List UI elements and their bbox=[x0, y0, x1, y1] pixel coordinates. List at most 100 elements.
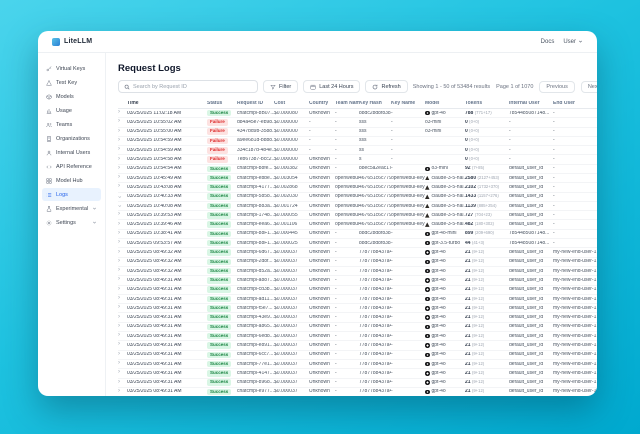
cell-request-id[interactable]: chatcmpl-e891... bbox=[237, 342, 274, 348]
row-expander-icon[interactable]: › bbox=[118, 230, 120, 236]
row-expander-icon[interactable]: › bbox=[118, 249, 120, 255]
row-expander-icon[interactable]: › bbox=[118, 286, 120, 292]
row-expander-icon[interactable]: › bbox=[118, 184, 120, 190]
cell-request-id[interactable]: 4347bd9b-3588... bbox=[237, 129, 274, 135]
row-expander-icon[interactable]: › bbox=[118, 240, 120, 246]
sidebar-item-logs[interactable]: Logs bbox=[42, 188, 101, 201]
row-expander-icon[interactable]: › bbox=[118, 128, 120, 134]
cell-request-id[interactable]: chatcmpl-e977... bbox=[237, 389, 274, 395]
row-expander-icon[interactable]: › bbox=[118, 147, 120, 153]
table-row[interactable]: › 03/25/2025 09:53:57 AM Success chatcmp… bbox=[118, 239, 597, 249]
row-expander-icon[interactable]: › bbox=[118, 333, 120, 339]
cell-request-id[interactable]: 7eb67387-bcc2... bbox=[237, 157, 274, 163]
table-row[interactable]: › 03/25/2025 10:39:46 AM Success chatcmp… bbox=[118, 220, 597, 230]
row-expander-icon[interactable]: › bbox=[118, 258, 120, 264]
row-expander-icon[interactable]: › bbox=[118, 323, 120, 329]
cell-request-id[interactable]: chatcmpl-ad11... bbox=[237, 296, 274, 302]
table-row[interactable]: › 03/25/2025 10:38:41 AM Success chatcmp… bbox=[118, 230, 597, 240]
cell-request-id[interactable]: chatcmpl-2d8f... bbox=[237, 259, 273, 265]
cell-request-id[interactable]: chatcmpl-77e1... bbox=[237, 361, 274, 367]
table-row[interactable]: › 03/25/2025 08:49:31 AM Success chatcmp… bbox=[118, 286, 597, 295]
row-expander-icon[interactable]: › bbox=[118, 277, 120, 283]
table-row[interactable]: › 03/25/2025 10:43:08 AM Success chatcmp… bbox=[118, 183, 597, 193]
row-expander-icon[interactable]: › bbox=[118, 212, 120, 218]
table-row[interactable]: › 03/25/2025 11:02:18 AM Success chatcmp… bbox=[118, 109, 597, 119]
user-menu[interactable]: User bbox=[563, 39, 583, 45]
cell-request-id[interactable]: d84a45e7-eb98... bbox=[237, 119, 274, 125]
table-row[interactable]: › 03/25/2025 08:49:32 AM Success chatcmp… bbox=[118, 267, 597, 277]
table-row[interactable]: › 03/25/2025 08:49:31 AM Success chatcmp… bbox=[118, 304, 597, 314]
cell-request-id[interactable]: chatcmpl-cd3b... bbox=[237, 287, 274, 293]
next-button[interactable]: Next bbox=[580, 80, 597, 93]
table-row[interactable]: › 03/25/2025 08:49:31 AM Success chatcmp… bbox=[118, 388, 597, 396]
cell-request-id[interactable]: chatcmpl-a887... bbox=[237, 277, 274, 283]
table-row[interactable]: › 03/25/2025 08:49:31 AM Success chatcmp… bbox=[118, 332, 597, 342]
cell-request-id[interactable]: chatcmpl-b8fe... bbox=[237, 166, 273, 172]
table-row[interactable]: › 03/25/2025 10:40:08 AM Success chatcmp… bbox=[118, 202, 597, 212]
filter-button[interactable]: Filter bbox=[263, 80, 299, 94]
row-expander-icon[interactable]: › bbox=[118, 268, 120, 274]
row-expander-icon[interactable]: › bbox=[118, 314, 120, 320]
table-row[interactable]: › 03/25/2025 10:54:54 AM Success chatcmp… bbox=[118, 165, 597, 174]
table-row[interactable]: › 03/25/2025 08:49:31 AM Success chatcmp… bbox=[118, 323, 597, 333]
cell-request-id[interactable]: chatcmpl-d52a... bbox=[237, 268, 274, 274]
table-row[interactable]: › 03/25/2025 10:40:33 AM Success chatcmp… bbox=[118, 193, 597, 202]
row-expander-icon[interactable]: › bbox=[118, 175, 120, 181]
sidebar-item-internal-users[interactable]: Internal Users bbox=[42, 146, 101, 159]
table-row[interactable]: › 03/25/2025 08:49:31 AM Success chatcmp… bbox=[118, 379, 597, 388]
row-expander-icon[interactable]: › bbox=[118, 221, 120, 227]
table-row[interactable]: › 03/25/2025 10:55:02 AM Failure d84a45e… bbox=[118, 118, 597, 128]
row-expander-icon[interactable]: › bbox=[118, 119, 120, 125]
cell-request-id[interactable]: chatcmpl-5858... bbox=[237, 194, 274, 200]
sidebar-item-usage[interactable]: Usage bbox=[42, 104, 101, 117]
table-row[interactable]: › 03/25/2025 08:49:31 AM Success chatcmp… bbox=[118, 276, 597, 286]
table-row[interactable]: › 03/25/2025 08:49:31 AM Success chatcmp… bbox=[118, 360, 597, 370]
sidebar-item-api-reference[interactable]: API Reference bbox=[42, 160, 101, 173]
table-row[interactable]: › 03/25/2025 08:49:32 AM Success chatcmp… bbox=[118, 248, 597, 258]
cell-request-id[interactable]: chatcmpl-a865... bbox=[237, 324, 274, 330]
cell-request-id[interactable]: chatcmpl-4147... bbox=[237, 370, 274, 376]
search-input[interactable] bbox=[133, 83, 252, 90]
sidebar-item-settings[interactable]: Settings bbox=[42, 216, 101, 229]
table-row[interactable]: › 03/25/2025 08:49:31 AM Success chatcmp… bbox=[118, 295, 597, 305]
row-expander-icon[interactable]: › bbox=[118, 165, 120, 171]
row-expander-icon[interactable]: › bbox=[118, 370, 120, 376]
row-expander-icon[interactable]: › bbox=[118, 156, 120, 162]
cell-request-id[interactable]: chatcmpl-6d67... bbox=[237, 250, 274, 256]
cell-request-id[interactable]: chatcmpl-6ed8... bbox=[237, 333, 274, 339]
cell-request-id[interactable]: chatcmpl-4177... bbox=[237, 184, 274, 190]
row-expander-icon[interactable]: › bbox=[118, 205, 122, 207]
table-row[interactable]: › 03/25/2025 10:39:53 AM Success chatcmp… bbox=[118, 211, 597, 221]
sidebar-item-test-key[interactable]: Test Key bbox=[42, 76, 101, 89]
sidebar-item-experimental[interactable]: Experimental bbox=[42, 202, 101, 215]
cell-request-id[interactable]: chatcmpl-6cc7... bbox=[237, 352, 274, 358]
table-row[interactable]: › 03/25/2025 10:54:58 AM Failure 7eb6738… bbox=[118, 155, 597, 165]
previous-button[interactable]: Previous bbox=[539, 80, 575, 93]
table-row[interactable]: › 03/25/2025 08:49:31 AM Success chatcmp… bbox=[118, 313, 597, 323]
table-row[interactable]: › 03/25/2025 10:54:59 AM Failure a9ee681… bbox=[118, 137, 597, 147]
table-row[interactable]: › 03/25/2025 08:49:31 AM Success chatcmp… bbox=[118, 351, 597, 360]
refresh-button[interactable]: Refresh bbox=[365, 80, 408, 94]
row-expander-icon[interactable]: › bbox=[118, 342, 120, 348]
sidebar-item-models[interactable]: Models bbox=[42, 90, 101, 103]
cell-request-id[interactable]: chatcmpl-8968... bbox=[237, 380, 274, 386]
table-row[interactable]: › 03/25/2025 08:49:31 AM Success chatcmp… bbox=[118, 369, 597, 379]
cell-request-id[interactable]: a9ee681d-b8b8... bbox=[237, 138, 274, 144]
cell-request-id[interactable]: chatcmpl-8B07... bbox=[237, 110, 274, 116]
table-row[interactable]: › 03/25/2025 08:49:32 AM Success chatcmp… bbox=[118, 258, 597, 267]
cell-request-id[interactable]: chatcmpl-ebbe... bbox=[237, 175, 274, 181]
cell-request-id[interactable]: chatcmpl-43e9... bbox=[237, 315, 274, 321]
cell-request-id[interactable]: chatcmpl-88F1... bbox=[237, 231, 274, 237]
cell-request-id[interactable]: chatcmpl-eea6... bbox=[237, 222, 274, 228]
sidebar-item-organizations[interactable]: Organizations bbox=[42, 132, 101, 145]
row-expander-icon[interactable]: › bbox=[118, 388, 120, 394]
cell-request-id[interactable]: chatcmpl-f5e7... bbox=[237, 305, 273, 311]
table-row[interactable]: › 03/25/2025 10:55:00 AM Failure 4347bd9… bbox=[118, 128, 597, 137]
sidebar-item-teams[interactable]: Teams bbox=[42, 118, 101, 131]
table-row[interactable]: › 03/25/2025 10:45:49 AM Success chatcmp… bbox=[118, 174, 597, 184]
cell-request-id[interactable]: chatcmpl-88F1... bbox=[237, 240, 274, 246]
row-expander-icon[interactable]: › bbox=[118, 137, 120, 143]
sidebar-item-model-hub[interactable]: Model Hub bbox=[42, 174, 101, 187]
row-expander-icon[interactable]: › bbox=[118, 110, 120, 116]
row-expander-icon[interactable]: › bbox=[118, 296, 120, 301]
